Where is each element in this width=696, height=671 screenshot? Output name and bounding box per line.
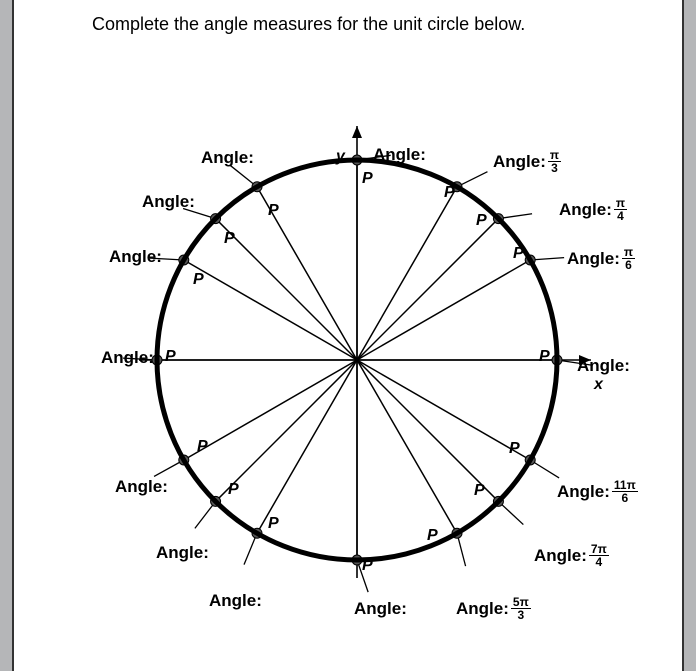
angle-label-90: Angle: bbox=[373, 145, 426, 165]
axis-label-y: y bbox=[336, 148, 345, 166]
point-label-45: P bbox=[476, 212, 487, 230]
angle-prefix: Angle: bbox=[354, 599, 407, 619]
angle-label-270: Angle: bbox=[354, 599, 407, 619]
angle-prefix: Angle: bbox=[115, 477, 168, 497]
point-label-120: P bbox=[268, 202, 279, 220]
angle-prefix: Angle: bbox=[109, 247, 162, 267]
point-label-0: P bbox=[539, 348, 550, 366]
angle-prefix: Angle: bbox=[577, 356, 630, 376]
angle-label-0: Angle: bbox=[577, 356, 630, 376]
point-label-240: P bbox=[268, 515, 279, 533]
angle-label-150: Angle: bbox=[109, 247, 162, 267]
angle-prefix: Angle: bbox=[493, 152, 546, 172]
angle-prefix: Angle: bbox=[101, 348, 154, 368]
angle-label-120: Angle: bbox=[201, 148, 254, 168]
angle-prefix: Angle: bbox=[142, 192, 195, 212]
angle-prefix: Angle: bbox=[559, 200, 612, 220]
angle-prefix: Angle: bbox=[209, 591, 262, 611]
point-label-60: P bbox=[444, 184, 455, 202]
angle-label-210: Angle: bbox=[115, 477, 168, 497]
point-label-315: P bbox=[474, 482, 485, 500]
point-label-90: P bbox=[362, 170, 373, 188]
angle-label-330: Angle:11π6 bbox=[557, 479, 638, 504]
angle-label-45: Angle:π4 bbox=[559, 197, 627, 222]
unit-circle-diagram: Angle:PAngle:π6PAngle:π4PAngle:π3PAngle:… bbox=[14, 0, 682, 671]
page: Complete the angle measures for the unit… bbox=[12, 0, 684, 671]
angle-fraction: 11π6 bbox=[612, 479, 638, 504]
point-label-270: P bbox=[362, 557, 373, 575]
angle-prefix: Angle: bbox=[373, 145, 426, 165]
point-label-180: P bbox=[165, 348, 176, 366]
circle-svg bbox=[14, 0, 690, 671]
point-label-210: P bbox=[197, 438, 208, 456]
angle-label-60: Angle:π3 bbox=[493, 149, 561, 174]
angle-prefix: Angle: bbox=[201, 148, 254, 168]
point-label-150: P bbox=[193, 271, 204, 289]
axis-label-x: x bbox=[594, 376, 603, 394]
point-label-300: P bbox=[427, 527, 438, 545]
angle-fraction: π4 bbox=[614, 197, 627, 222]
point-label-30: P bbox=[513, 245, 524, 263]
point-label-225: P bbox=[228, 481, 239, 499]
angle-label-300: Angle:5π3 bbox=[456, 596, 531, 621]
angle-label-225: Angle: bbox=[156, 543, 209, 563]
angle-prefix: Angle: bbox=[567, 249, 620, 269]
angle-prefix: Angle: bbox=[456, 599, 509, 619]
angle-prefix: Angle: bbox=[534, 546, 587, 566]
angle-prefix: Angle: bbox=[156, 543, 209, 563]
angle-label-30: Angle:π6 bbox=[567, 246, 635, 271]
angle-label-135: Angle: bbox=[142, 192, 195, 212]
angle-label-240: Angle: bbox=[209, 591, 262, 611]
angle-label-315: Angle:7π4 bbox=[534, 543, 609, 568]
point-label-135: P bbox=[224, 230, 235, 248]
angle-fraction: 5π3 bbox=[511, 596, 531, 621]
angle-fraction: π6 bbox=[622, 246, 635, 271]
point-label-330: P bbox=[509, 440, 520, 458]
angle-prefix: Angle: bbox=[557, 482, 610, 502]
angle-fraction: π3 bbox=[548, 149, 561, 174]
angle-fraction: 7π4 bbox=[589, 543, 609, 568]
angle-label-180: Angle: bbox=[101, 348, 154, 368]
